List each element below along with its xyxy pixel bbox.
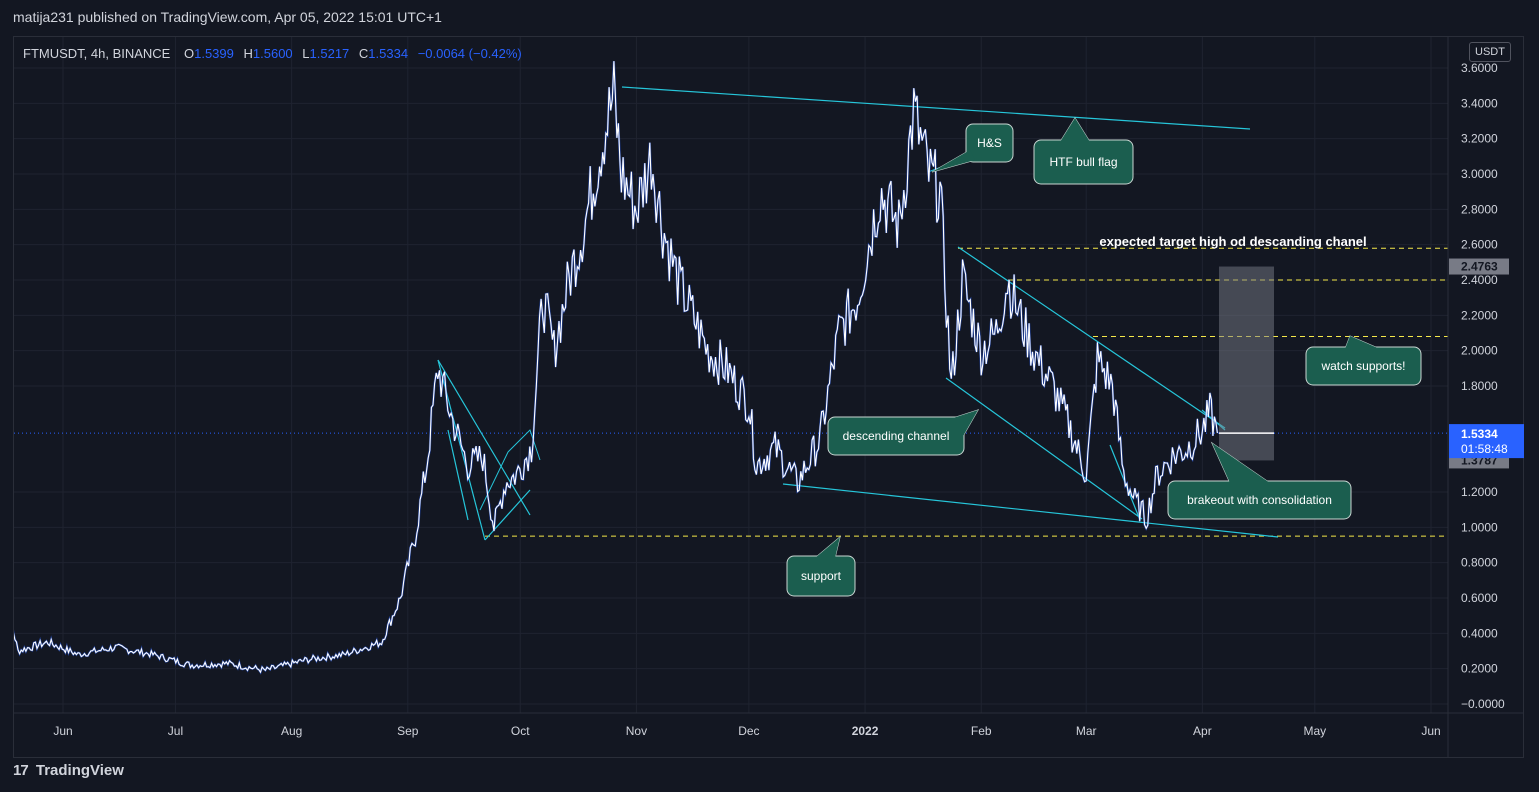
x-tick-label: Jun — [53, 724, 72, 738]
x-tick-label: Jun — [1421, 724, 1440, 738]
y-tick-label: −0.0000 — [1461, 697, 1505, 711]
grid-lines — [14, 37, 1448, 713]
low-value: 1.5217 — [309, 46, 350, 61]
x-tick-label: May — [1303, 724, 1326, 738]
x-tick-label: Feb — [971, 724, 992, 738]
trendline[interactable] — [447, 429, 469, 521]
target-projection-box[interactable] — [1219, 266, 1274, 461]
target-top-label — [1449, 258, 1509, 275]
target-top-label-text: 2.4763 — [1461, 260, 1498, 274]
price-series — [14, 61, 1219, 675]
high-label: H — [243, 46, 253, 61]
tradingview-logo-icon: 17 — [13, 762, 29, 779]
callout-text: watch supports! — [1320, 359, 1405, 373]
y-tick-label: 3.6000 — [1461, 61, 1498, 75]
axes: 3.6000 3.4000 3.2000 3.0000 2.8000 2.6000 2.40… — [14, 37, 1524, 757]
target-boxes — [1219, 266, 1274, 461]
x-tick-label: Dec — [738, 724, 759, 738]
callout-text: HTF bull flag — [1049, 155, 1117, 169]
y-tick-label: 1.8000 — [1461, 379, 1498, 393]
open-value: 1.5399 — [194, 46, 234, 61]
y-tick-label: 0.8000 — [1461, 556, 1498, 570]
current-price-label — [1449, 424, 1524, 459]
x-tick-label: Jul — [168, 724, 183, 738]
currency-unit-button[interactable]: USDT — [1469, 42, 1511, 62]
callout-descending-channel[interactable]: descending channel — [827, 409, 980, 456]
trendline[interactable] — [437, 359, 531, 516]
y-tick-label: 0.6000 — [1461, 591, 1498, 605]
y-tick-label: 2.0000 — [1461, 344, 1498, 358]
trendline[interactable] — [621, 86, 1251, 130]
close-label: C — [358, 46, 369, 61]
y-tick-label: 2.6000 — [1461, 238, 1498, 252]
target-annotation: expected target high od descanding chane… — [1099, 234, 1366, 249]
y-tick-label: 3.0000 — [1461, 167, 1498, 181]
callout-watch-supports[interactable]: watch supports! — [1305, 335, 1422, 386]
trendline[interactable] — [479, 429, 541, 511]
y-tick-label: 0.2000 — [1461, 662, 1498, 676]
tradingview-footer[interactable]: 17 TradingView — [13, 762, 124, 779]
callout-hs[interactable]: H&S — [931, 123, 1014, 173]
high-value: 1.5600 — [252, 46, 293, 61]
open-label: O — [183, 46, 195, 61]
y-tick-label: 2.4000 — [1461, 273, 1498, 287]
callout-text: descending channel — [843, 429, 950, 443]
trendline[interactable] — [945, 377, 1143, 520]
change-value: −0.0064 (−0.42%) — [417, 46, 522, 61]
callout-brakeout[interactable]: brakeout with consolidation — [1167, 441, 1352, 520]
x-tick-label: Mar — [1076, 724, 1097, 738]
callout-htf-bull-flag[interactable]: HTF bull flag — [1033, 117, 1134, 185]
price-line — [14, 61, 1218, 674]
publish-header: matija231 published on TradingView.com, … — [0, 0, 1539, 36]
trendline[interactable] — [957, 246, 1226, 429]
callout-support[interactable]: support — [786, 535, 856, 597]
callout-text: brakeout with consolidation — [1187, 493, 1332, 507]
x-tick-label: Aug — [281, 724, 302, 738]
trendline[interactable] — [484, 489, 531, 541]
close-value: 1.5334 — [368, 46, 409, 61]
brand-name: TradingView — [35, 762, 124, 779]
countdown-text: 01:58:48 — [1461, 442, 1508, 456]
x-tick-label: Apr — [1193, 724, 1212, 738]
x-tick-label: 2022 — [852, 724, 879, 738]
current-price-text: 1.5334 — [1461, 427, 1498, 441]
trendline[interactable] — [782, 483, 1279, 538]
y-tick-label: 1.0000 — [1461, 520, 1498, 534]
publish-info: matija231 published on TradingView.com, … — [13, 9, 442, 25]
y-tick-label: 3.2000 — [1461, 132, 1498, 146]
x-tick-label: Oct — [511, 724, 530, 738]
symbol-legend: FTMUSDT, 4h, BINANCE O1.5399 H1.5600 L1.… — [23, 46, 528, 61]
low-label: L — [302, 46, 310, 61]
y-tick-label: 3.4000 — [1461, 96, 1498, 110]
x-tick-label: Nov — [626, 724, 647, 738]
y-tick-label: 2.8000 — [1461, 202, 1498, 216]
y-tick-label: 1.2000 — [1461, 485, 1498, 499]
callout-text: H&S — [977, 136, 1002, 150]
y-tick-label: 2.2000 — [1461, 308, 1498, 322]
callout-text: support — [801, 569, 842, 583]
x-tick-label: Sep — [397, 724, 419, 738]
callouts: H&S HTF bull flag watch supports! descendin… — [786, 117, 1422, 597]
y-tick-label: 0.4000 — [1461, 626, 1498, 640]
symbol-label: FTMUSDT, 4h, BINANCE — [23, 46, 171, 61]
